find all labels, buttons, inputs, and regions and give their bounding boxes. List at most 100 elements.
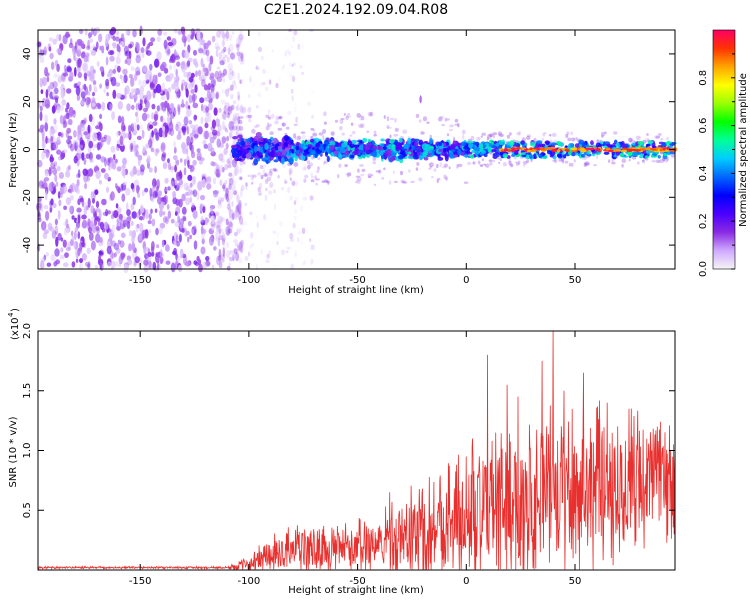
spectrogram-cell: [359, 117, 362, 121]
spectrogram-cell: [36, 202, 42, 212]
spectrogram-cell: [81, 241, 85, 248]
spectrogram-cell: [215, 168, 221, 178]
spectrogram-cell: [583, 162, 587, 167]
spectrogram-cell: [148, 167, 153, 173]
spectrogram-cell: [359, 164, 364, 167]
spectrogram-cell: [360, 154, 366, 159]
spectrogram-cell: [522, 164, 526, 167]
spectrogram-cell: [219, 179, 223, 186]
spectrogram-cell: [188, 82, 194, 90]
spectrogram-cell: [255, 215, 258, 219]
spectrogram-cell: [235, 125, 241, 132]
spectrogram-cell: [189, 164, 195, 172]
spectrogram-cell: [274, 203, 277, 211]
spectrogram-cell: [199, 160, 203, 165]
spectrogram-cell: [272, 189, 277, 194]
spectrogram-cell: [218, 58, 223, 63]
spectrogram-cell: [437, 117, 443, 122]
spectrogram-cell: [551, 132, 557, 138]
spectrogram-cell: [55, 181, 59, 187]
y-tick-label: 1.5: [22, 383, 33, 399]
spectrogram-cell: [277, 175, 280, 179]
spectrogram-cell: [211, 35, 216, 43]
spectrogram-cell: [95, 200, 100, 208]
spectrogram-cell: [210, 206, 214, 215]
spectrogram-cell: [239, 38, 244, 43]
spectrogram-cell: [230, 123, 235, 133]
spectrogram-cell: [355, 180, 358, 184]
x-tick-label: 0: [463, 576, 469, 587]
spectrogram-cell: [77, 153, 82, 160]
spectrogram-cell: [204, 67, 209, 77]
spectrogram-cell: [110, 145, 116, 153]
spectrogram-cell: [57, 156, 62, 161]
spectrogram-cell: [499, 133, 504, 137]
spectrogram-cell: [188, 120, 193, 125]
spectrogram-cell: [185, 230, 190, 236]
spectrogram-cell: [172, 239, 178, 246]
spectrogram-cell: [556, 141, 560, 145]
spectrogram-cell: [293, 215, 297, 220]
spectrogram-cell: [191, 228, 195, 235]
spectrogram-cell: [106, 245, 112, 255]
spectrogram-cell: [400, 170, 403, 176]
spectrogram-cell: [227, 106, 231, 116]
spectrogram-cell: [222, 68, 228, 76]
spectrogram-cell: [472, 161, 475, 165]
spectrogram-cell: [214, 70, 220, 80]
spectrogram-cell: [181, 206, 187, 215]
spectrogram-cell: [449, 143, 456, 150]
spectrogram-cell: [137, 154, 143, 161]
spectrogram-cell: [280, 157, 285, 165]
spectrogram-cell: [255, 124, 260, 128]
spectrogram-cell: [199, 194, 206, 201]
spectrogram-cell: [66, 138, 71, 145]
spectrogram-cell: [121, 168, 126, 177]
spectrogram-cell: [159, 248, 163, 259]
spectrogram-cell: [85, 52, 90, 57]
spectrogram-cell: [378, 169, 382, 175]
spectrogram-cell: [74, 131, 79, 137]
spectrogram-cell: [470, 154, 475, 159]
spectrogram-cell: [69, 71, 74, 80]
spectrogram-cell: [131, 122, 138, 128]
spectrogram-cell: [560, 142, 564, 147]
spectrogram-cell: [49, 156, 55, 162]
spectrogram-cell: [217, 124, 222, 132]
spectrogram-cell: [621, 163, 624, 168]
spectrogram-cell: [476, 136, 481, 141]
spectrogram-cell: [231, 104, 235, 111]
spectrogram-cell: [280, 66, 285, 72]
spectrogram-cell: [248, 76, 252, 83]
spectrogram-cell: [106, 186, 109, 193]
spectrogram-cell: [227, 221, 233, 228]
spectrogram-cell: [492, 134, 495, 139]
spectrogram-cell: [248, 106, 252, 110]
spectrogram-cell: [235, 43, 240, 48]
spectrogram-cell: [442, 166, 447, 169]
spectrogram-cell: [213, 190, 219, 198]
spectrogram-cell: [573, 159, 576, 163]
spectrogram-cell: [134, 88, 141, 95]
spectrogram-cell: [213, 107, 218, 116]
x-tick-label: 50: [569, 275, 582, 286]
spectrogram-cell: [115, 82, 121, 87]
spectrogram-cell: [94, 216, 99, 221]
spectrogram-cell: [219, 221, 223, 228]
spectrogram-cell: [87, 39, 90, 49]
spectrogram-cell: [634, 149, 641, 152]
spectrogram-cell: [179, 169, 182, 179]
spectrogram-cell: [122, 157, 127, 166]
spectrogram-cell: [125, 187, 131, 196]
spectrogram-cell: [217, 215, 223, 224]
spectrogram-cell: [81, 214, 87, 220]
spectrogram-cell: [234, 116, 238, 121]
spectrogram-cell: [149, 187, 153, 197]
spectrogram-cell: [670, 153, 675, 158]
spectrogram-cell: [143, 259, 149, 266]
spectrogram-cell: [58, 199, 62, 207]
spectrogram-cell: [388, 180, 392, 185]
spectrogram-cell: [204, 216, 209, 226]
spectrogram-cell: [80, 123, 86, 132]
spectrogram-cell: [237, 208, 242, 214]
